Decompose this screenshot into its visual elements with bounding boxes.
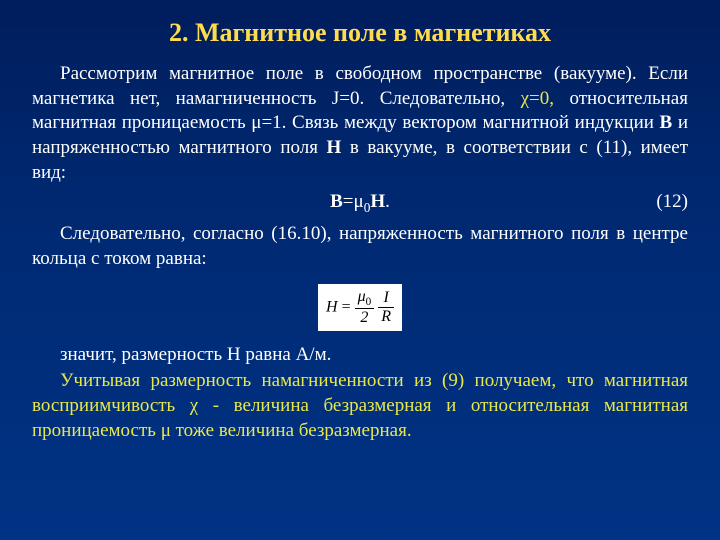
- p4-mu: μ: [161, 420, 171, 441]
- f2-mu0: μ0: [355, 288, 375, 309]
- f2-r: R: [378, 308, 394, 326]
- p4-text-e: тоже величина безразмерная.: [171, 420, 412, 441]
- f2-h: H: [326, 298, 338, 315]
- paragraph-4: Учитывая размерность намагниченности из …: [32, 369, 688, 443]
- paragraph-1: Рассмотрим магнитное поле в свободном пр…: [32, 62, 688, 185]
- paragraph-2: Следовательно, согласно (16.10), напряже…: [32, 222, 688, 271]
- f2-frac2: IR: [378, 289, 394, 326]
- f2-frac1: μ02: [355, 288, 375, 327]
- f12-eq: =μ: [343, 191, 364, 212]
- slide-container: 2. Магнитное поле в магнетиках Рассмотри…: [0, 0, 720, 540]
- f12-h: H: [370, 191, 385, 212]
- f12-number: (12): [656, 191, 688, 213]
- paragraph-3: значит, размерность Н равна А/м.: [32, 343, 688, 368]
- slide-title: 2. Магнитное поле в магнетиках: [32, 18, 688, 48]
- p1-vector-h: H: [327, 137, 342, 158]
- formula-h-ring: H = μ02 IR: [318, 284, 402, 331]
- p1-vector-b: B: [660, 112, 673, 133]
- f2-mu-sub: 0: [366, 296, 372, 308]
- f12-dot: .: [385, 191, 390, 212]
- f2-i: I: [378, 289, 394, 308]
- formula-box-wrapper: H = μ02 IR: [32, 278, 688, 337]
- f2-eq: =: [338, 298, 355, 315]
- f2-frac1-bot: 2: [355, 309, 375, 327]
- f12-b: B: [330, 191, 343, 212]
- p4-chi: χ: [190, 395, 198, 416]
- p1-chi-zero: χ=0,: [521, 88, 554, 109]
- formula-12: B=μ0H. (12): [32, 191, 688, 216]
- f2-mu: μ: [358, 288, 366, 305]
